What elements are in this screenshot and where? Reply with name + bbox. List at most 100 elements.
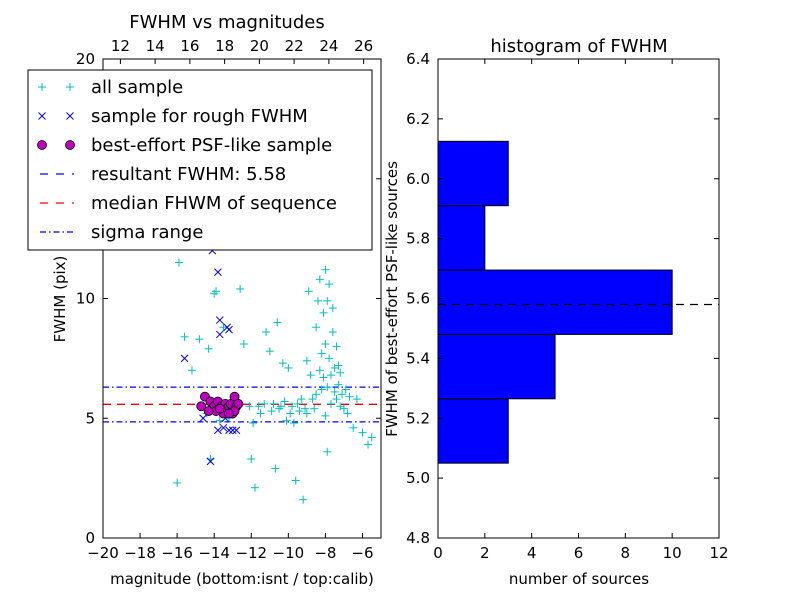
- data-point: [204, 344, 213, 353]
- data-point: [273, 318, 282, 327]
- histogram-bar: [437, 205, 486, 271]
- data-point: [297, 395, 306, 404]
- histogram-bar: [437, 140, 509, 207]
- data-point: [276, 402, 285, 411]
- data-point: [180, 354, 189, 363]
- left-chart-title: FWHM vs magnitudes: [129, 12, 324, 33]
- data-point: [323, 447, 332, 456]
- data-point: [254, 402, 263, 411]
- histogram-bar: [437, 398, 509, 464]
- top-x-tick-label: 26: [354, 37, 373, 55]
- data-point: [239, 340, 248, 349]
- x-tick-label: 0: [433, 544, 443, 562]
- data-point: [312, 323, 321, 332]
- y-tick-label: 6.4: [406, 50, 430, 68]
- data-point: [214, 268, 222, 277]
- legend-entry: median FHWM of sequence: [40, 193, 337, 214]
- data-point: [249, 419, 258, 428]
- legend-entry: resultant FWHM: 5.58: [40, 164, 286, 185]
- legend-marker: [65, 140, 75, 150]
- data-point: [323, 296, 332, 305]
- data-point: [215, 316, 224, 324]
- data-point: [326, 371, 335, 380]
- data-point: [289, 419, 298, 428]
- data-point: [349, 423, 358, 432]
- data-point: [219, 423, 228, 432]
- y-tick-label: 10: [76, 290, 95, 308]
- data-point: [328, 304, 337, 313]
- data-point: [295, 407, 304, 416]
- data-point: [345, 392, 354, 401]
- data-point: [271, 464, 280, 473]
- legend-entry: best-effort PSF-like sample: [37, 135, 332, 156]
- top-x-tick-label: 12: [111, 37, 130, 55]
- right-chart-ylabel: FWHM of best-effort PSF-like sources: [383, 161, 401, 437]
- data-point: [245, 402, 254, 411]
- data-point: [315, 275, 324, 284]
- data-point: [302, 356, 311, 365]
- top-x-tick-label: 22: [285, 37, 304, 55]
- data-point: [282, 416, 291, 425]
- data-point: [323, 383, 332, 392]
- data-point: [325, 280, 334, 289]
- data-point: [212, 287, 221, 296]
- data-point: [228, 426, 237, 435]
- legend-marker: [38, 112, 46, 120]
- histogram-bar: [437, 333, 556, 400]
- data-point: [339, 404, 348, 413]
- data-point: [278, 359, 287, 368]
- data-point: [319, 308, 328, 317]
- series-best-effort-psf-like-sample: [196, 391, 244, 419]
- data-point: [343, 409, 352, 418]
- data-point: [312, 390, 321, 399]
- data-point: [215, 330, 224, 339]
- data-point: [304, 287, 313, 296]
- right-chart-title: histogram of FWHM: [490, 36, 667, 57]
- data-point: [267, 407, 276, 416]
- data-point: [250, 483, 259, 492]
- legend: all sample sample for rough FWHM best-effo…: [27, 69, 373, 251]
- data-point: [214, 426, 222, 435]
- data-point: [334, 361, 343, 370]
- data-point: [288, 402, 297, 411]
- right-chart-xlabel: number of sources: [509, 570, 649, 588]
- top-x-tick-label: 24: [319, 37, 338, 55]
- top-x-tick-label: 18: [215, 37, 234, 55]
- left-chart-xlabel: magnitude (bottom:isnt / top:calib): [110, 570, 374, 588]
- legend-marker: [38, 83, 46, 91]
- y-tick-label: 6.0: [406, 170, 430, 188]
- data-point: [341, 385, 350, 394]
- y-tick-label: 5.2: [406, 409, 430, 427]
- data-point: [315, 366, 324, 375]
- data-point: [196, 401, 207, 412]
- legend-marker: [66, 83, 74, 91]
- x-tick-label: −10: [273, 544, 305, 562]
- data-point: [280, 397, 289, 406]
- data-point: [328, 328, 337, 337]
- data-point: [306, 371, 315, 380]
- y-tick-label: 0: [85, 529, 95, 547]
- legend-frame: [27, 69, 373, 251]
- legend-label: resultant FWHM: 5.58: [91, 164, 286, 185]
- data-point: [364, 440, 373, 449]
- fwhm-vs-magnitude-chart: FWHM vs magnitudes magnitude (bottom:isn…: [27, 12, 382, 588]
- data-point: [291, 476, 300, 485]
- data-point: [265, 347, 274, 356]
- legend-entry: sigma range: [40, 222, 203, 243]
- data-point: [332, 342, 341, 351]
- data-point: [358, 428, 367, 437]
- left-chart-ylabel: FWHM (pix): [51, 256, 69, 343]
- data-point: [321, 411, 330, 420]
- top-x-tick-label: 14: [146, 37, 165, 55]
- data-point: [256, 409, 265, 418]
- top-x-tick-label: 16: [180, 37, 199, 55]
- data-point: [317, 349, 326, 358]
- data-point: [195, 335, 204, 344]
- data-point: [319, 373, 328, 382]
- y-tick-label: 5.6: [406, 290, 430, 308]
- x-tick-label: 6: [574, 544, 584, 562]
- y-tick-label: 20: [76, 50, 95, 68]
- data-point: [247, 454, 256, 463]
- data-point: [262, 328, 271, 337]
